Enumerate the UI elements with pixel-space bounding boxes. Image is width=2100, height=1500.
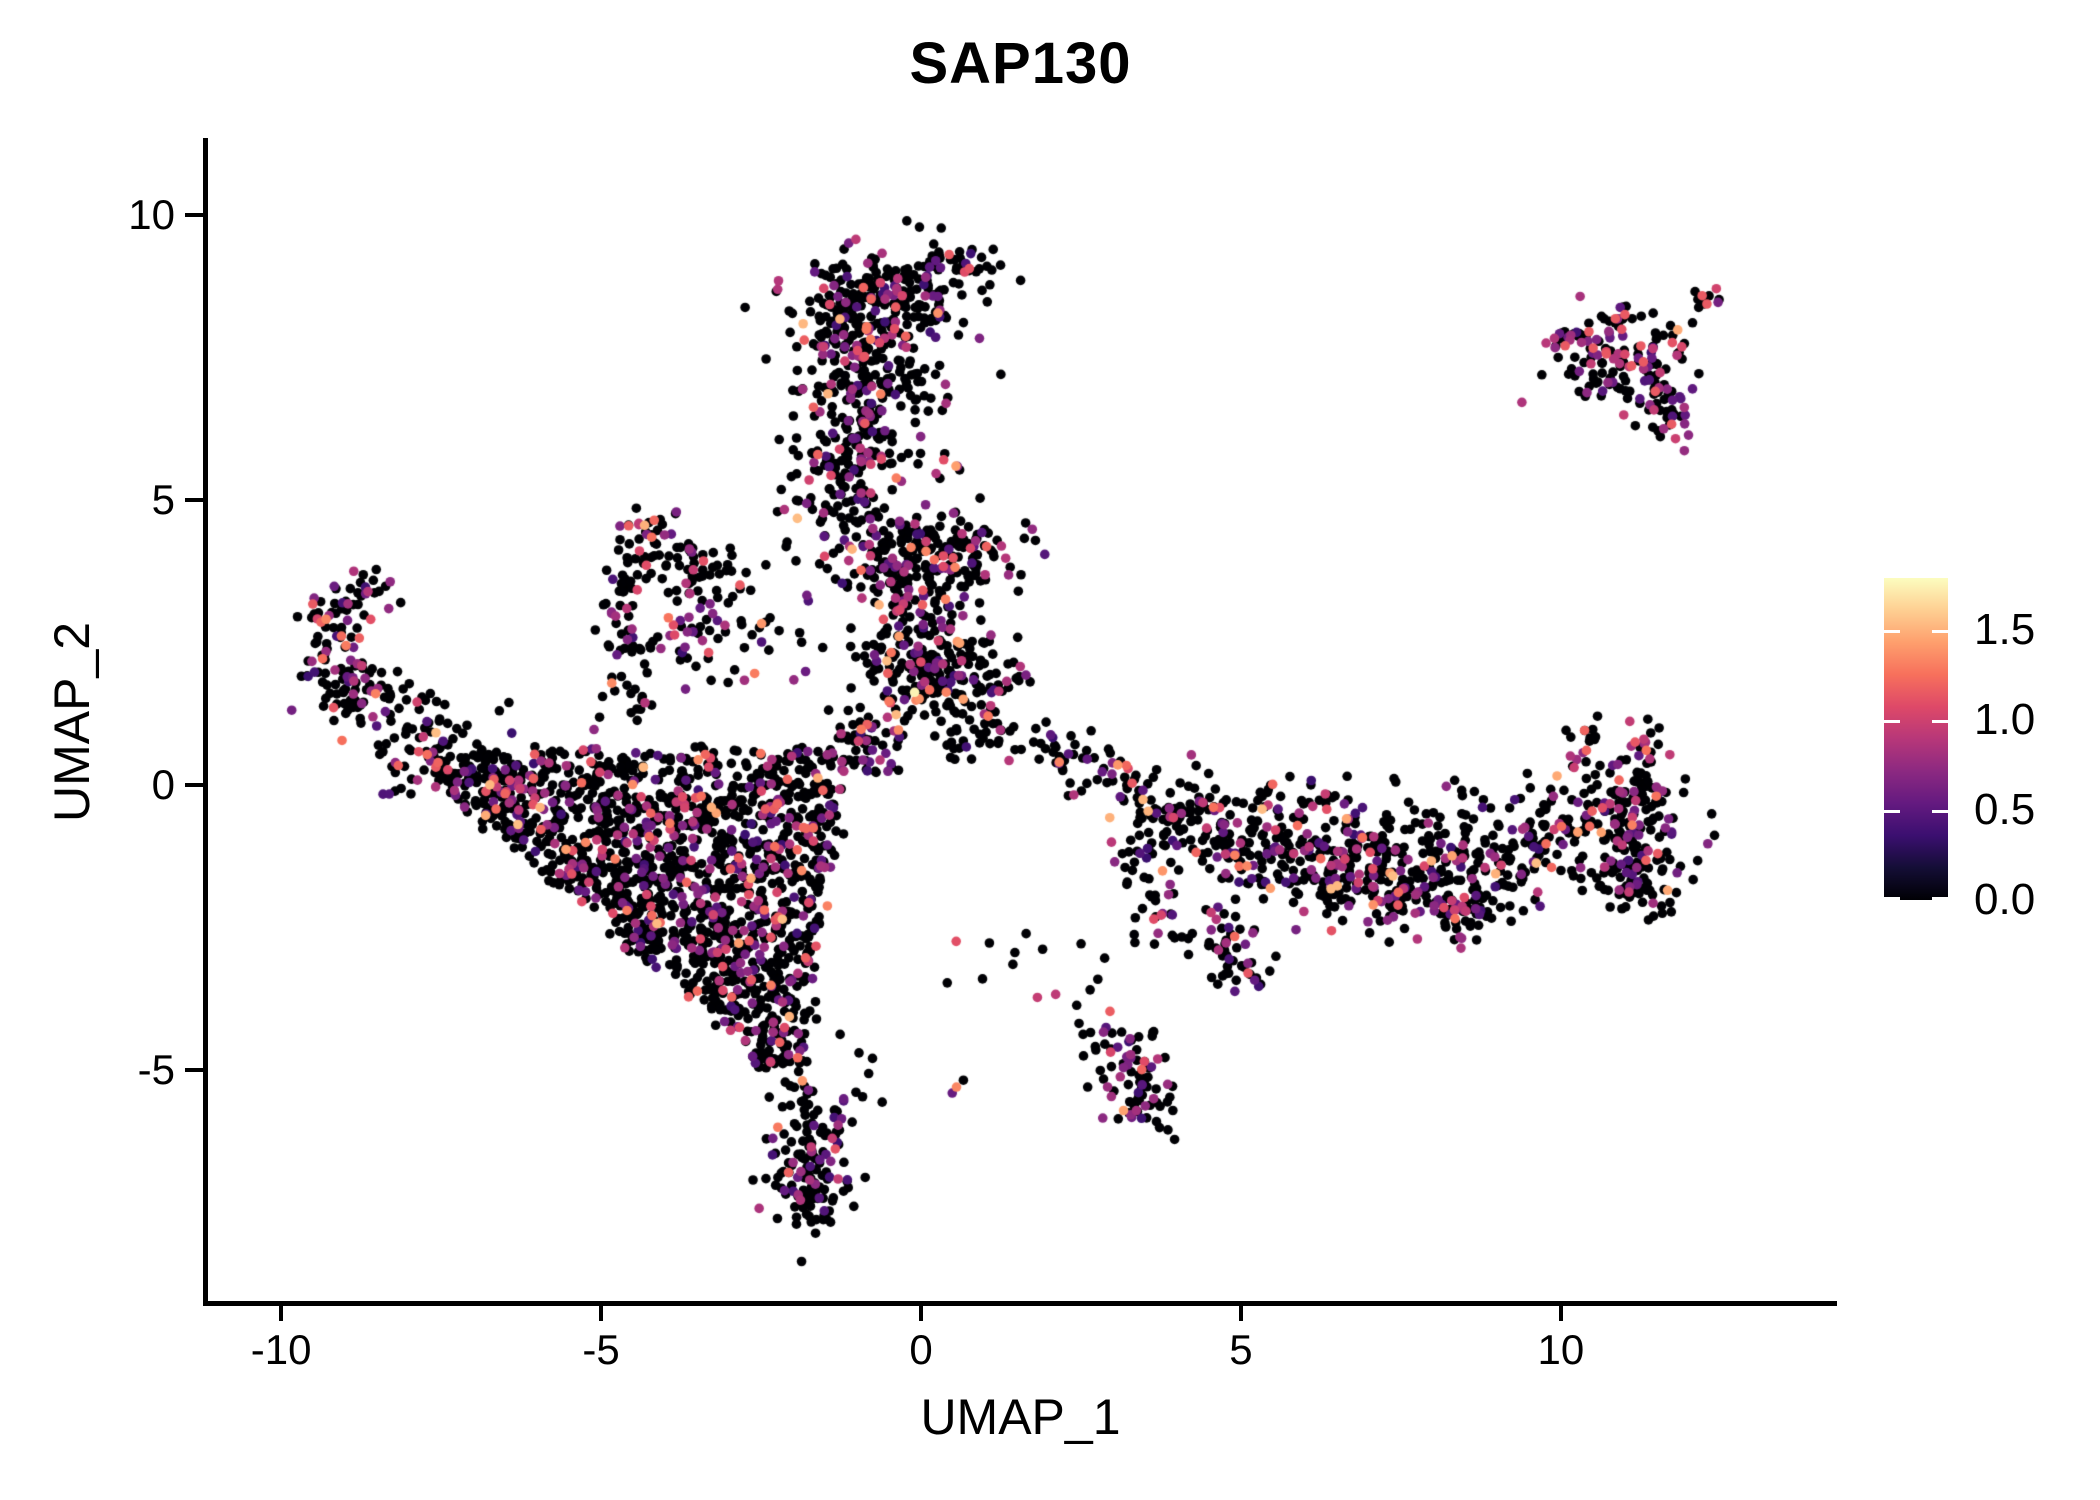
y-tick-mark [185,212,203,217]
y-tick-label: -5 [137,1045,175,1093]
y-tick-mark [185,1067,203,1072]
x-tick-mark [599,1303,604,1321]
x-tick-mark [1238,1303,1243,1321]
plot-title: SAP130 [909,31,1132,96]
colorbar-tick-mark [1884,897,1900,900]
y-tick-label: 10 [128,190,175,238]
colorbar-tick-label: 1.0 [1974,695,2036,745]
colorbar-tick-mark [1932,897,1948,900]
y-tick-label: 5 [151,475,175,523]
x-tick-mark [1558,1303,1563,1321]
x-tick-label: 0 [909,1326,933,1373]
x-tick-label: 5 [1229,1326,1253,1373]
x-tick-mark [279,1303,284,1321]
colorbar-tick-mark [1932,720,1948,724]
y-tick-mark [185,497,203,502]
colorbar-tick-mark [1932,630,1948,634]
colorbar-tick-label: 0.0 [1974,875,2036,924]
x-tick-label: -5 [582,1326,620,1373]
y-tick-label: 0 [151,760,175,808]
x-axis-line [203,1301,1837,1306]
colorbar-tick-mark [1884,720,1900,724]
colorbar-tick-mark [1884,630,1900,634]
y-axis-line [203,138,208,1306]
x-tick-mark [919,1303,923,1321]
y-tick-mark [185,782,203,787]
colorbar-tick-label: 1.5 [1974,605,2036,655]
colorbar-tick-mark [1884,810,1900,814]
x-tick-label: -10 [250,1326,312,1373]
colorbar-tick-mark [1932,810,1948,814]
colorbar-tick-label: 0.5 [1974,785,2036,835]
colorbar-gradient [1884,578,1948,900]
x-axis-title: UMAP_1 [920,1389,1121,1445]
x-tick-label: 10 [1537,1326,1585,1373]
